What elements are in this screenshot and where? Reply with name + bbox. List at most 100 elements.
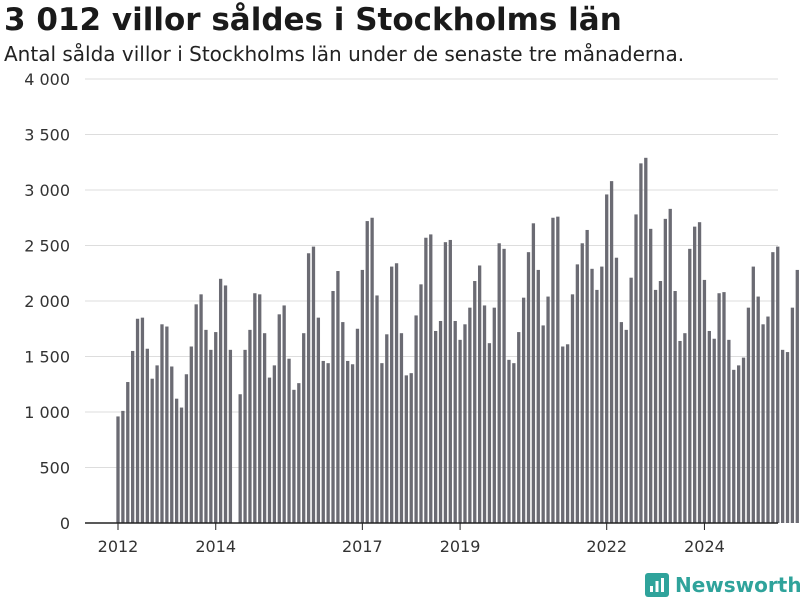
bar — [223, 285, 228, 523]
bar — [531, 223, 536, 524]
y-tick-label: 2 500 — [24, 237, 70, 256]
newsworthy-logo[interactable]: Newsworthy — [645, 570, 800, 600]
bar — [722, 292, 726, 523]
bar — [487, 343, 492, 523]
bar — [780, 349, 785, 523]
x-axis: 2012 2014 2017 2019 2022 2024 — [85, 522, 778, 556]
x-tick-label: 2014 — [195, 537, 236, 556]
bar — [477, 265, 482, 523]
bar — [795, 269, 799, 523]
bar — [536, 269, 540, 523]
bar — [639, 163, 643, 524]
bar — [218, 278, 223, 523]
bar — [238, 394, 242, 523]
bar — [683, 333, 687, 523]
bar — [453, 320, 457, 523]
bar — [668, 208, 672, 523]
bar — [360, 269, 364, 523]
bar — [663, 218, 667, 524]
y-tick-label: 1 500 — [24, 348, 70, 367]
bar — [575, 264, 580, 523]
bar — [497, 243, 501, 523]
bar — [717, 293, 721, 523]
bar — [634, 214, 638, 524]
bar — [565, 344, 570, 523]
bar — [492, 307, 496, 523]
bar — [502, 248, 506, 523]
bar — [292, 389, 296, 523]
bar — [355, 328, 360, 523]
x-tick-label: 2019 — [440, 537, 481, 556]
bar — [277, 314, 281, 523]
bar — [385, 334, 389, 523]
bar — [619, 322, 624, 523]
bar — [521, 297, 526, 523]
bar — [443, 242, 448, 524]
bar — [116, 416, 120, 523]
bar — [473, 281, 477, 523]
bar — [468, 307, 472, 523]
y-tick-label: 4 000 — [24, 70, 70, 89]
bar — [580, 243, 584, 523]
bar — [727, 339, 731, 523]
bar — [243, 349, 247, 523]
bar — [160, 324, 164, 523]
chart-title: 3 012 villor såldes i Stockholms län — [4, 2, 622, 38]
bar — [766, 316, 770, 523]
bar — [712, 338, 716, 523]
bar — [590, 268, 594, 523]
bar — [653, 289, 658, 523]
bar — [688, 248, 692, 523]
x-tick-label: 2017 — [342, 537, 383, 556]
y-tick-label: 500 — [39, 459, 70, 478]
bar — [311, 246, 316, 524]
bar — [673, 291, 677, 523]
bar — [214, 332, 218, 523]
bar — [458, 339, 462, 523]
bar — [341, 322, 345, 523]
bar — [370, 217, 374, 523]
bar — [404, 375, 408, 523]
bar — [346, 360, 350, 523]
bar — [761, 324, 765, 523]
bar — [512, 363, 516, 523]
bar — [746, 307, 751, 523]
bar — [390, 266, 394, 523]
bar — [438, 320, 443, 523]
bar — [419, 284, 423, 523]
bar — [790, 307, 795, 523]
bar — [463, 324, 467, 523]
bar — [448, 239, 452, 523]
bar — [605, 194, 609, 523]
bar — [121, 410, 125, 523]
y-tick-label: 2 000 — [24, 292, 70, 311]
bar — [170, 366, 174, 523]
bar — [541, 325, 545, 523]
bar — [262, 333, 267, 523]
bar — [365, 221, 369, 523]
bar — [140, 317, 145, 523]
bar — [556, 216, 560, 523]
bar — [678, 340, 682, 523]
bar — [165, 326, 169, 523]
bar — [380, 363, 384, 523]
bar — [702, 279, 707, 523]
bar — [609, 181, 614, 523]
bars — [116, 157, 799, 524]
bar — [693, 226, 697, 523]
bar — [204, 329, 208, 523]
bar — [507, 359, 511, 523]
bar — [145, 348, 149, 523]
bar — [771, 252, 775, 523]
bar-chart-icon — [645, 573, 669, 597]
bar — [199, 294, 203, 523]
bar — [517, 332, 521, 523]
bar — [776, 246, 780, 524]
y-axis: 0 500 1 000 1 500 2 000 2 500 3 000 3 500 4 000 — [24, 70, 70, 533]
bar — [434, 330, 438, 523]
y-tick-label: 3 000 — [24, 181, 70, 200]
bar — [331, 291, 335, 523]
bar — [302, 333, 306, 523]
bar — [629, 277, 633, 523]
bar — [248, 329, 252, 523]
